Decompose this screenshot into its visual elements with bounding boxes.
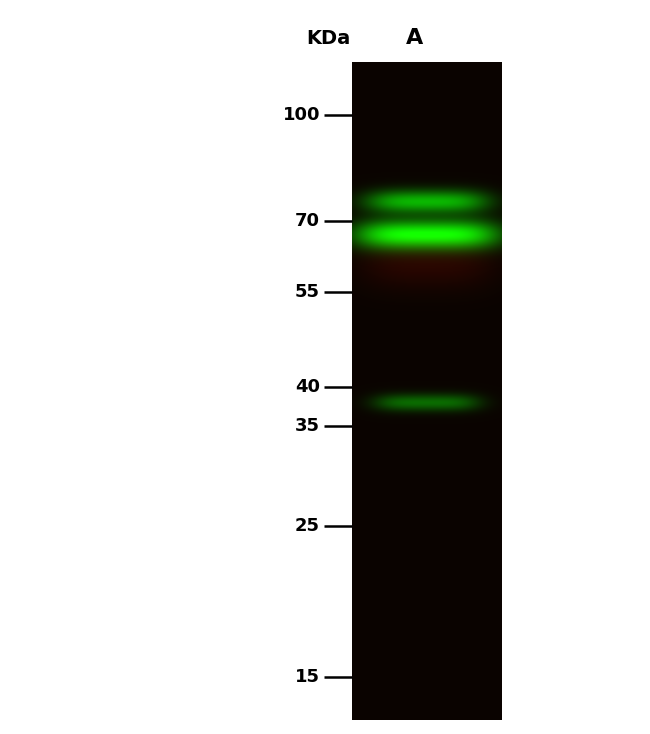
Text: 40: 40 bbox=[295, 378, 320, 396]
Text: 35: 35 bbox=[295, 417, 320, 435]
Text: 70: 70 bbox=[295, 212, 320, 230]
Text: 15: 15 bbox=[295, 668, 320, 686]
Text: 55: 55 bbox=[295, 283, 320, 301]
Text: KDa: KDa bbox=[306, 29, 350, 48]
Text: A: A bbox=[406, 28, 424, 48]
Text: 100: 100 bbox=[283, 106, 320, 124]
Text: 25: 25 bbox=[295, 517, 320, 535]
